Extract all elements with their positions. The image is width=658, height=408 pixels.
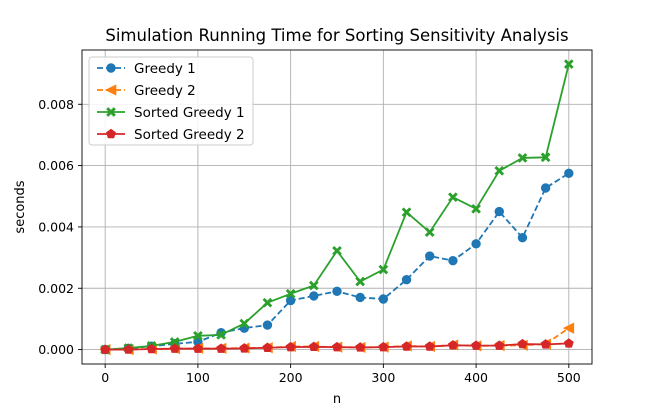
legend-marker [106,63,116,73]
x-tick-label: 400 [464,370,488,385]
data-point [239,343,250,353]
data-point [146,343,157,354]
y-tick-label: 0.008 [38,97,74,112]
data-point [471,239,481,249]
legend-label: Sorted Greedy 2 [134,127,245,143]
data-point [517,152,528,163]
x-tick-label: 100 [186,370,210,385]
data-point [332,286,342,297]
legend-marker [106,128,116,139]
data-point [123,344,134,354]
data-point [517,338,528,349]
plot-frame [81,49,593,365]
legend: Greedy 1 Greedy 2 Sorted Greedy 1 Sorted Gr… [88,56,254,146]
data-point [262,320,273,330]
data-point [216,329,227,340]
data-point [401,274,412,285]
data-point [285,295,296,306]
legend-marker [106,107,116,117]
data-point [262,342,273,352]
data-point [192,343,203,353]
data-point [564,168,574,178]
legend-entry: Greedy 2 [97,83,196,99]
data-point [192,330,203,341]
data-point [424,341,435,351]
data-point [332,341,342,352]
x-tick-label: 200 [279,370,303,385]
data-point [540,152,551,163]
data-point [424,227,435,238]
data-point [378,294,389,304]
data-point [285,288,296,299]
data-point [262,297,273,308]
series-layer [99,59,575,356]
data-point [100,344,111,354]
data-point [401,341,412,351]
data-point [355,342,366,352]
data-point [308,280,319,291]
legend-label: Sorted Greedy 1 [134,105,245,121]
legend-label: Greedy 2 [134,83,196,99]
data-point [332,245,342,256]
data-point [517,232,528,243]
data-point [494,206,504,217]
data-point [309,291,319,301]
data-point [378,264,389,275]
data-point [401,207,412,218]
data-point [239,318,250,329]
y-axis-label: seconds [13,180,28,233]
data-point [378,341,389,352]
data-point [308,341,319,352]
data-point [563,338,574,348]
legend-entry: Sorted Greedy 2 [97,127,245,143]
data-point [563,59,574,70]
y-tick-label: 0.002 [38,281,74,296]
data-point [355,276,366,287]
data-point [562,322,575,334]
data-point [447,340,458,350]
x-axis-label: n [333,392,341,407]
data-point [540,183,551,193]
data-point [216,343,227,353]
data-point [447,192,458,203]
y-tick-label: 0.006 [38,158,74,173]
data-point [285,341,296,352]
data-point [494,340,505,350]
x-tick-label: 0 [101,370,109,385]
chart-title: Simulation Running Time for Sorting Sens… [105,26,568,45]
x-tick-label: 500 [557,370,581,385]
series-sorted-greedy-2 [100,338,574,354]
legend-box [88,56,254,146]
data-point [471,203,482,214]
data-point [494,165,505,176]
data-point [425,251,435,261]
data-point [448,255,458,266]
series-sorted-greedy-1 [100,59,574,355]
data-point [540,339,551,349]
y-tick-label: 0.000 [38,342,74,357]
legend-entry: Greedy 1 [97,61,196,77]
legend-label: Greedy 1 [134,61,196,77]
data-point [355,292,365,303]
data-point [471,340,482,350]
legend-entry: Sorted Greedy 1 [97,105,245,121]
axes-layer: 0 100 200 300 400 500 0.000 0.002 0.004 0.006 0.00… [38,49,593,385]
y-tick-label: 0.004 [38,219,74,234]
x-tick-label: 300 [371,370,395,385]
legend-marker [105,84,117,96]
data-point [169,343,180,353]
